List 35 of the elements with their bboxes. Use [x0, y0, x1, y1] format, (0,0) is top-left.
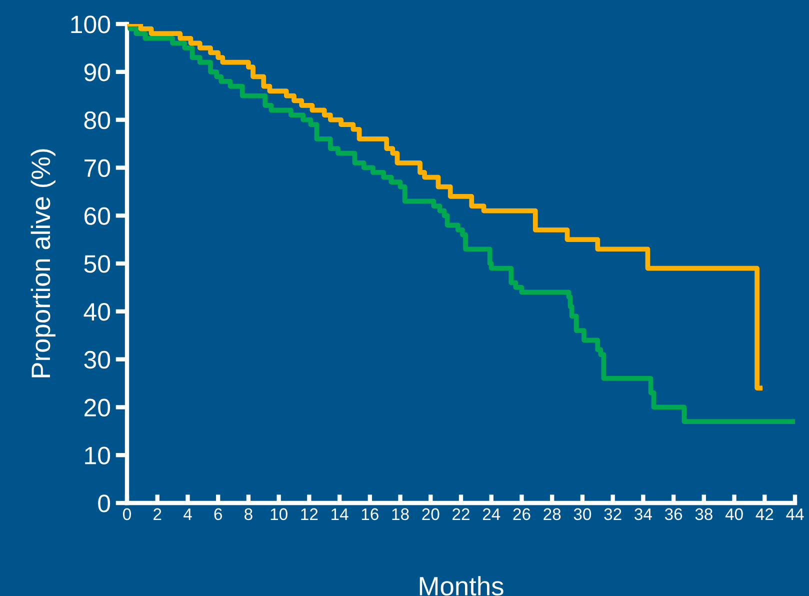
- x-tick-label: 6: [214, 508, 222, 520]
- y-axis-title: Proportion alive (%): [30, 149, 56, 378]
- x-tick-label: 16: [362, 508, 378, 520]
- x-tick-label: 2: [154, 508, 162, 520]
- x-tick-label: 22: [452, 508, 470, 520]
- x-tick-label: 38: [695, 508, 712, 520]
- y-tick-label: 90: [84, 64, 110, 82]
- x-tick-label: 40: [725, 508, 743, 520]
- x-tick-label: 42: [756, 508, 774, 520]
- x-tick-label: 30: [574, 508, 592, 520]
- x-tick-label: 34: [634, 508, 652, 520]
- x-tick-label: 10: [270, 508, 288, 520]
- y-tick-label: 60: [84, 207, 110, 225]
- y-tick-label: 20: [84, 398, 110, 417]
- x-axis-title: Months: [420, 576, 504, 596]
- x-tick-label: 4: [183, 508, 192, 520]
- y-tick-label: 30: [84, 350, 110, 369]
- x-tick-label: 14: [332, 508, 348, 520]
- x-tick-label: 12: [301, 508, 318, 520]
- y-tick-label: 80: [84, 111, 110, 130]
- y-tick-label: 10: [85, 446, 110, 464]
- x-tick-label: 24: [482, 508, 500, 520]
- y-tick-label: 40: [84, 303, 110, 321]
- y-tick-label: 50: [84, 255, 110, 273]
- x-tick-label: 18: [392, 508, 409, 520]
- x-tick-label: 44: [786, 508, 804, 520]
- x-tick-label: 0: [123, 508, 131, 520]
- y-tick-label: 100: [71, 16, 110, 34]
- x-tick-label: 36: [664, 508, 682, 520]
- x-tick-label: 28: [544, 508, 561, 520]
- x-tick-label: 20: [422, 508, 440, 520]
- x-tick-label: 8: [244, 508, 252, 520]
- x-tick-label: 32: [604, 508, 622, 520]
- y-tick-label: 70: [84, 159, 110, 178]
- x-tick-label: 26: [513, 508, 530, 520]
